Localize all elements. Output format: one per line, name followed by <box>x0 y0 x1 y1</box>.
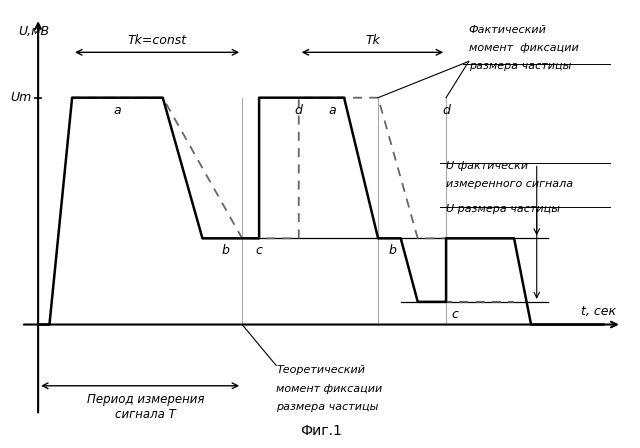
Text: Период измерения: Период измерения <box>87 392 205 405</box>
Text: Tk=const: Tk=const <box>127 34 187 47</box>
Text: c: c <box>451 308 458 321</box>
Text: U размера частицы: U размера частицы <box>446 204 560 214</box>
Text: измеренного сигнала: измеренного сигнала <box>446 179 573 190</box>
Text: U фактически: U фактически <box>446 161 528 171</box>
Text: размера частицы: размера частицы <box>468 61 571 71</box>
Text: момент  фиксации: момент фиксации <box>468 43 579 53</box>
Text: d: d <box>295 103 303 116</box>
Text: b: b <box>221 244 229 257</box>
Text: t, сек: t, сек <box>581 305 616 318</box>
Text: c: c <box>255 244 262 257</box>
Text: d: d <box>442 103 450 116</box>
Text: Теоретический: Теоретический <box>276 366 365 375</box>
Text: U,мВ: U,мВ <box>19 25 49 38</box>
Text: a: a <box>329 103 337 116</box>
Text: Tk: Tk <box>365 34 380 47</box>
Text: размера частицы: размера частицы <box>276 402 378 412</box>
Text: сигнала T: сигнала T <box>115 409 176 422</box>
Text: b: b <box>388 244 396 257</box>
Text: Фактический: Фактический <box>468 25 547 35</box>
Text: Фиг.1: Фиг.1 <box>301 424 342 438</box>
Text: момент фиксации: момент фиксации <box>276 383 382 393</box>
Text: a: a <box>114 103 121 116</box>
Text: Um: Um <box>10 91 31 104</box>
